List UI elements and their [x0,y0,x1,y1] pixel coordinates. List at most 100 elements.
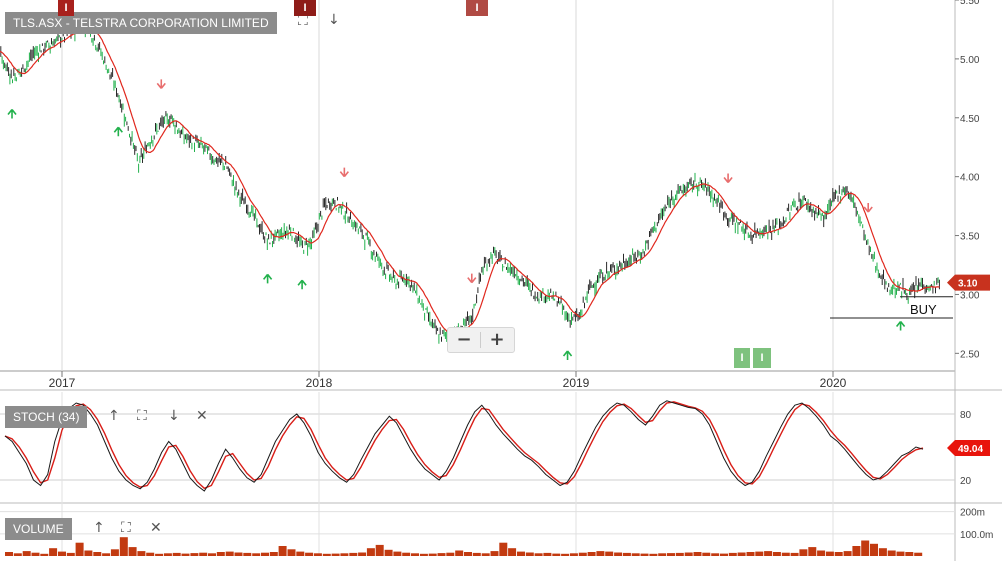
volume-bar [658,553,667,556]
event-marker[interactable]: I [294,0,316,16]
volume-bar [578,552,587,556]
volume-bar [296,551,305,556]
volume-bar [305,552,314,556]
sell-signal-arrow [156,79,166,89]
volume-bar [225,551,234,556]
volume-bar [358,552,367,556]
arrow-up-icon[interactable]: ↑ [108,408,120,424]
volume-bar [13,553,22,556]
volume-bar [146,552,155,556]
volume-bar [834,552,843,556]
volume-bar [331,553,340,556]
volume-bar [84,550,93,556]
volume-bar [543,552,552,556]
expand-icon[interactable]: ⛶ [137,408,147,424]
volume-bar [464,552,472,556]
volume-bar [896,551,905,556]
stoch-panel-title: STOCH (34) [5,406,88,428]
stoch-signal-line [4,401,924,490]
volume-bar [411,553,419,556]
volume-bar [234,552,243,556]
volume-bar [269,552,278,556]
volume-bar [437,553,446,556]
chart-title: TLS.ASX - TELSTRA CORPORATION LIMITED [5,12,277,34]
expand-icon[interactable]: ⛶ [298,13,308,29]
y-tick-label: 3.50 [960,232,980,243]
sell-signal-arrow [339,167,349,178]
x-tick-label: 2017 [49,376,76,390]
y-tick-label: 4.50 [960,114,980,125]
volume-bar [517,551,525,556]
volume-bar [110,549,119,556]
zoom-in-button[interactable]: + [489,329,505,350]
buy-signal-arrow [262,273,273,284]
volume-bar [852,546,861,556]
volume-bar [596,551,605,556]
volume-bar [772,552,781,556]
volume-bar [878,548,887,556]
sell-signal-arrow [723,173,733,184]
last-price-badge [947,274,990,291]
volume-bar [675,552,684,556]
volume-bar [75,542,84,556]
volume-bar [428,553,437,556]
buy-signal-arrow [297,279,307,290]
volume-bar [216,552,225,556]
volume-bar [587,552,596,556]
volume-bar [843,551,852,556]
x-tick-label: 2020 [820,376,847,390]
volume-bar [799,549,808,556]
volume-panel-title: VOLUME [5,518,72,540]
close-icon[interactable]: ✕ [196,408,208,424]
stoch-y-tick-label: 20 [960,476,972,487]
arrow-down-icon[interactable]: ↓ [168,408,180,424]
volume-bar [569,553,578,556]
volume-bar [163,553,172,556]
event-marker[interactable]: I [58,0,74,16]
volume-bar [914,552,923,556]
volume-bar [631,553,640,556]
volume-bar [605,551,614,556]
volume-bar [402,552,411,556]
volume-bar [366,548,375,556]
volume-bar [808,547,817,556]
y-tick-label: 5.50 [960,0,980,7]
volume-bar [870,543,878,556]
volume-bar [340,553,349,556]
volume-bar [119,537,128,556]
volume-bar [278,546,287,556]
volume-bar [764,551,773,556]
arrow-up-icon[interactable]: ↑ [93,520,105,536]
x-tick-label: 2019 [563,376,590,390]
volume-bar [137,551,146,556]
stoch-last-label: 49.04 [958,444,983,455]
event-marker[interactable]: I [753,348,771,368]
zoom-out-button[interactable]: − [456,329,472,350]
volume-bar [817,550,826,556]
stoch-y-tick-label: 80 [960,410,972,421]
volume-bar [887,550,896,556]
zoom-controls: − + [447,327,515,353]
y-tick-label: 3.00 [960,290,980,301]
volume-bar [349,552,358,556]
volume-bar [728,552,737,556]
sell-signal-arrow [467,273,477,284]
volume-y-tick-label: 100.0m [960,530,993,541]
arrow-down-icon[interactable]: ↓ [328,12,340,28]
event-marker[interactable]: I [466,0,488,16]
buy-signal-arrow [895,321,906,331]
volume-bar [181,553,190,556]
close-icon[interactable]: ✕ [150,520,162,536]
buy-signal-arrow [113,126,123,137]
moving-average-line [0,26,940,337]
volume-bar [261,552,269,556]
buy-annotation: BUY [910,302,937,317]
expand-icon[interactable]: ⛶ [121,520,131,536]
zoom-divider [480,332,481,348]
volume-bar [243,552,252,556]
event-marker[interactable]: I [734,348,750,368]
volume-bar [102,553,111,556]
x-tick-label: 2018 [306,376,333,390]
volume-bar [481,553,490,556]
